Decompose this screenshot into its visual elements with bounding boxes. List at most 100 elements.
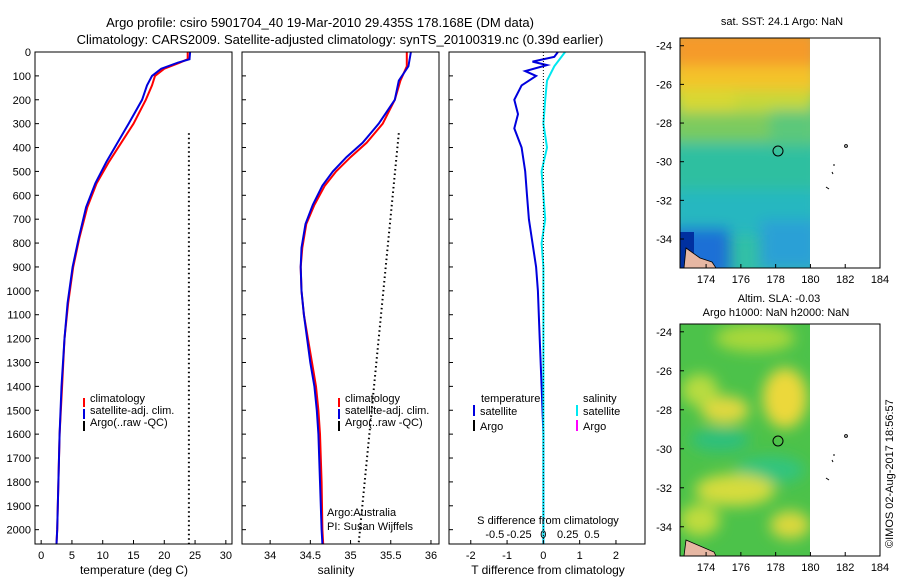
- salinity-panel: 34 34.5 35 35.5 36 salinity climatology sate…: [241, 51, 440, 577]
- salinity-difference-axis: -0.5 -0.25 0 0.25 0.5: [485, 529, 599, 541]
- lat-tick-label: -30: [656, 157, 672, 169]
- x-tick-label: -1: [502, 550, 512, 562]
- argo-location-marker: [772, 435, 784, 447]
- depth-tick-label: 100: [13, 71, 31, 83]
- salinity-axes-frame: [241, 51, 440, 545]
- s-tick-label: -0.5: [485, 529, 504, 541]
- pi-note: PI: Susan Wijffels: [327, 521, 413, 533]
- depth-tick-label: 300: [13, 119, 31, 131]
- lon-tick-label: 176: [732, 562, 750, 574]
- imos-stamp: ©IMOS 02-Aug-2017 18:56:57: [884, 399, 896, 548]
- difference-axes-frame: [448, 51, 646, 545]
- depth-tick-label: 700: [13, 214, 31, 226]
- depth-tick-label: 800: [13, 238, 31, 250]
- s-tick-label: 0.5: [584, 529, 599, 541]
- legend-temperature-title: temperature: [481, 393, 540, 405]
- depth-tick-label: 1100: [7, 310, 31, 322]
- lon-tick-label: 182: [836, 562, 854, 574]
- lat-tick-label: -26: [656, 79, 672, 91]
- legend-climatology: climatology: [90, 393, 146, 405]
- salinity-x-axis: 34 34.5 35 35.5 36: [264, 540, 437, 562]
- salinity-legend: climatology satellite-adj. clim. Argo(..…: [338, 393, 429, 431]
- depth-axis: 0 100 200 300 400 500 600 700 800 900 1000 1100 1200…: [7, 47, 453, 537]
- series-climatology: [299, 52, 408, 545]
- series-satellite-adj-clim: [299, 51, 412, 545]
- depth-tick-label: 200: [13, 95, 31, 107]
- x-tick-label: 20: [158, 550, 170, 562]
- lat-tick-label: -26: [656, 366, 672, 378]
- x-tick-label: 34: [264, 550, 276, 562]
- lon-tick-label: 178: [766, 562, 784, 574]
- lon-tick-label: 184: [871, 562, 889, 574]
- legend-climatology: climatology: [345, 393, 401, 405]
- lon-tick-label: 174: [697, 562, 715, 574]
- lat-tick-label: -32: [656, 483, 672, 495]
- depth-tick-label: 1000: [7, 286, 31, 298]
- sla-islands: [825, 434, 848, 481]
- sst-map: sat. SST: 24.1 Argo: NaN: [656, 16, 889, 286]
- series-argo-raw-qc: [357, 133, 400, 545]
- lon-tick-label: 178: [766, 274, 784, 286]
- depth-tick-label: 1600: [7, 429, 31, 441]
- sst-field: [680, 38, 810, 268]
- figure-header: Argo profile: csiro 5901704_40 19-Mar-20…: [77, 15, 604, 47]
- legend-argo: Argo(..raw -QC): [345, 417, 423, 429]
- x-tick-label: 5: [69, 550, 75, 562]
- legend-t-argo: Argo: [480, 421, 503, 433]
- x-tick-label: 30: [220, 550, 232, 562]
- depth-tick-label: 1700: [7, 453, 31, 465]
- title-line-1: Argo profile: csiro 5901704_40 19-Mar-20…: [106, 15, 534, 30]
- lat-tick-label: -34: [656, 234, 672, 246]
- lon-tick-label: 180: [801, 562, 819, 574]
- temperature-x-axis: 0 5 10 15 20 25 30: [38, 540, 232, 562]
- lon-tick-label: 182: [836, 274, 854, 286]
- lat-tick-label: -34: [656, 522, 672, 534]
- lon-tick-label: 184: [871, 274, 889, 286]
- x-tick-label: 36: [425, 550, 437, 562]
- legend-t-satellite: satellite: [480, 406, 517, 418]
- depth-tick-label: 500: [13, 166, 31, 178]
- legend-s-argo: Argo: [583, 421, 606, 433]
- sst-map-frame: [679, 37, 881, 269]
- lon-tick-label: 174: [697, 274, 715, 286]
- s-tick-label: -0.25: [507, 529, 532, 541]
- temperature-legend: climatology satellite-adj. clim. Argo(..…: [83, 393, 174, 431]
- sst-islands: [825, 144, 848, 190]
- salinity-plot-area: [299, 51, 412, 545]
- difference-legend: temperature salinity satellite Argo sate…: [473, 393, 620, 433]
- s-tick-label: 0.25: [557, 529, 578, 541]
- lon-tick-label: 176: [732, 274, 750, 286]
- lat-tick-label: -28: [656, 405, 672, 417]
- temperature-panel: 0100200300400500600700800900100011001200…: [7, 47, 453, 577]
- legend-satellite: satellite-adj. clim.: [90, 405, 174, 417]
- title-line-2: Climatology: CARS2009. Satellite-adjuste…: [77, 32, 604, 47]
- sla-map-frame: [679, 323, 881, 557]
- x-tick-label: 0: [540, 550, 546, 562]
- legend-salinity-title: salinity: [583, 393, 617, 405]
- x-tick-label: 2: [613, 550, 619, 562]
- sla-field: [680, 324, 810, 556]
- depth-tick-label: 1500: [7, 405, 31, 417]
- x-tick-label: 0: [38, 550, 44, 562]
- depth-tick-label: 1200: [7, 334, 31, 346]
- depth-tick-label: 400: [13, 143, 31, 155]
- sla-map-title-1: Altim. SLA: -0.03: [738, 293, 821, 305]
- depth-tick-label: 1800: [7, 477, 31, 489]
- temperature-axis-label: temperature (deg C): [80, 563, 188, 577]
- salinity-axis-label: salinity: [318, 563, 355, 577]
- depth-tick-label: 2000: [7, 525, 31, 537]
- lat-tick-label: -30: [656, 444, 672, 456]
- sla-longitude-axis: 174 176 178 180 182 184: [697, 552, 889, 574]
- series-temperature-satellite: [513, 51, 559, 544]
- x-tick-label: 34.5: [300, 550, 321, 562]
- sst-longitude-axis: 174 176 178 180 182 184: [697, 264, 889, 286]
- legend-s-satellite: satellite: [583, 406, 620, 418]
- sst-map-title: sat. SST: 24.1 Argo: NaN: [721, 16, 843, 28]
- sla-map: Altim. SLA: -0.03 Argo h1000: NaN h2000:…: [656, 293, 889, 574]
- difference-panel: -2 -1 0 1 2 -0.5 -0.25 0 0.25 0.5 S difference f…: [448, 51, 646, 577]
- x-tick-label: 35.5: [380, 550, 401, 562]
- lat-tick-label: -24: [656, 41, 672, 53]
- lat-tick-label: -28: [656, 118, 672, 130]
- lat-tick-label: -24: [656, 327, 672, 339]
